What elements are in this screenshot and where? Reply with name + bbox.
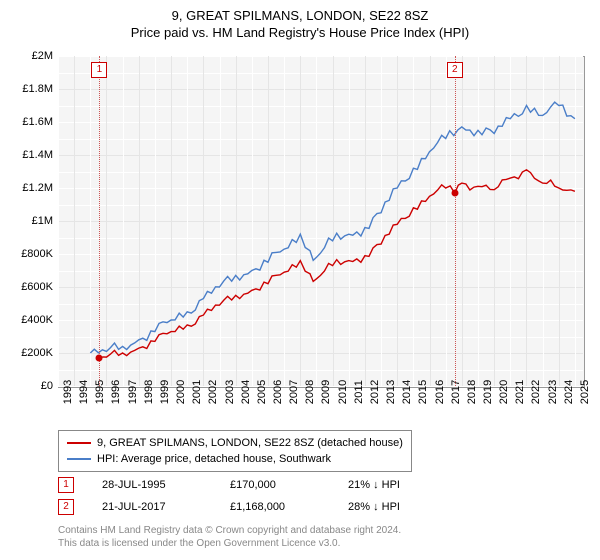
sales-price: £170,000 [230,479,320,491]
sales-pct: 21% ↓ HPI [348,479,458,491]
series-hpi [90,102,575,353]
y-axis-label: £1.8M [22,83,53,95]
legend-label: HPI: Average price, detached house, Sout… [97,451,331,467]
sales-marker-ref: 2 [58,499,74,515]
legend-label: 9, GREAT SPILMANS, LONDON, SE22 8SZ (det… [97,435,403,451]
y-axis-label: £200K [21,347,53,359]
chart-container: 9, GREAT SPILMANS, LONDON, SE22 8SZ Pric… [0,0,600,560]
sales-price: £1,168,000 [230,501,320,513]
y-axis-label: £0 [41,380,53,392]
y-axis-label: £600K [21,281,53,293]
y-axis-label: £1M [32,215,53,227]
y-axis-label: £400K [21,314,53,326]
series-property [99,170,575,358]
legend-swatch [67,458,91,460]
y-axis-label: £2M [32,50,53,62]
y-axis-label: £800K [21,248,53,260]
sales-row: 2 21-JUL-2017 £1,168,000 28% ↓ HPI [58,496,458,518]
sale-marker-box: 2 [447,62,463,78]
chart-area: 12 £0£200K£400K£600K£800K£1M£1.2M£1.4M£1… [58,56,583,386]
sales-date: 28-JUL-1995 [102,479,202,491]
footer-line1: Contains HM Land Registry data © Crown c… [58,524,401,537]
sale-marker-box: 1 [91,62,107,78]
legend: 9, GREAT SPILMANS, LONDON, SE22 8SZ (det… [58,430,412,472]
chart-subtitle: Price paid vs. HM Land Registry's House … [0,23,600,46]
footer-attribution: Contains HM Land Registry data © Crown c… [58,524,401,550]
sale-vline [99,56,100,386]
sale-vline [455,56,456,386]
sales-date: 21-JUL-2017 [102,501,202,513]
legend-row: HPI: Average price, detached house, Sout… [67,451,403,467]
legend-row: 9, GREAT SPILMANS, LONDON, SE22 8SZ (det… [67,435,403,451]
line-layer [58,56,583,386]
y-axis-label: £1.4M [22,149,53,161]
sales-pct: 28% ↓ HPI [348,501,458,513]
sales-row: 1 28-JUL-1995 £170,000 21% ↓ HPI [58,474,458,496]
sales-marker-ref: 1 [58,477,74,493]
chart-title: 9, GREAT SPILMANS, LONDON, SE22 8SZ [0,0,600,23]
y-axis-label: £1.6M [22,116,53,128]
y-axis-label: £1.2M [22,182,53,194]
sale-dot [451,190,458,197]
sales-table: 1 28-JUL-1995 £170,000 21% ↓ HPI 2 21-JUL-201… [58,474,458,518]
footer-line2: This data is licensed under the Open Gov… [58,537,401,550]
sale-dot [96,354,103,361]
legend-swatch [67,442,91,444]
